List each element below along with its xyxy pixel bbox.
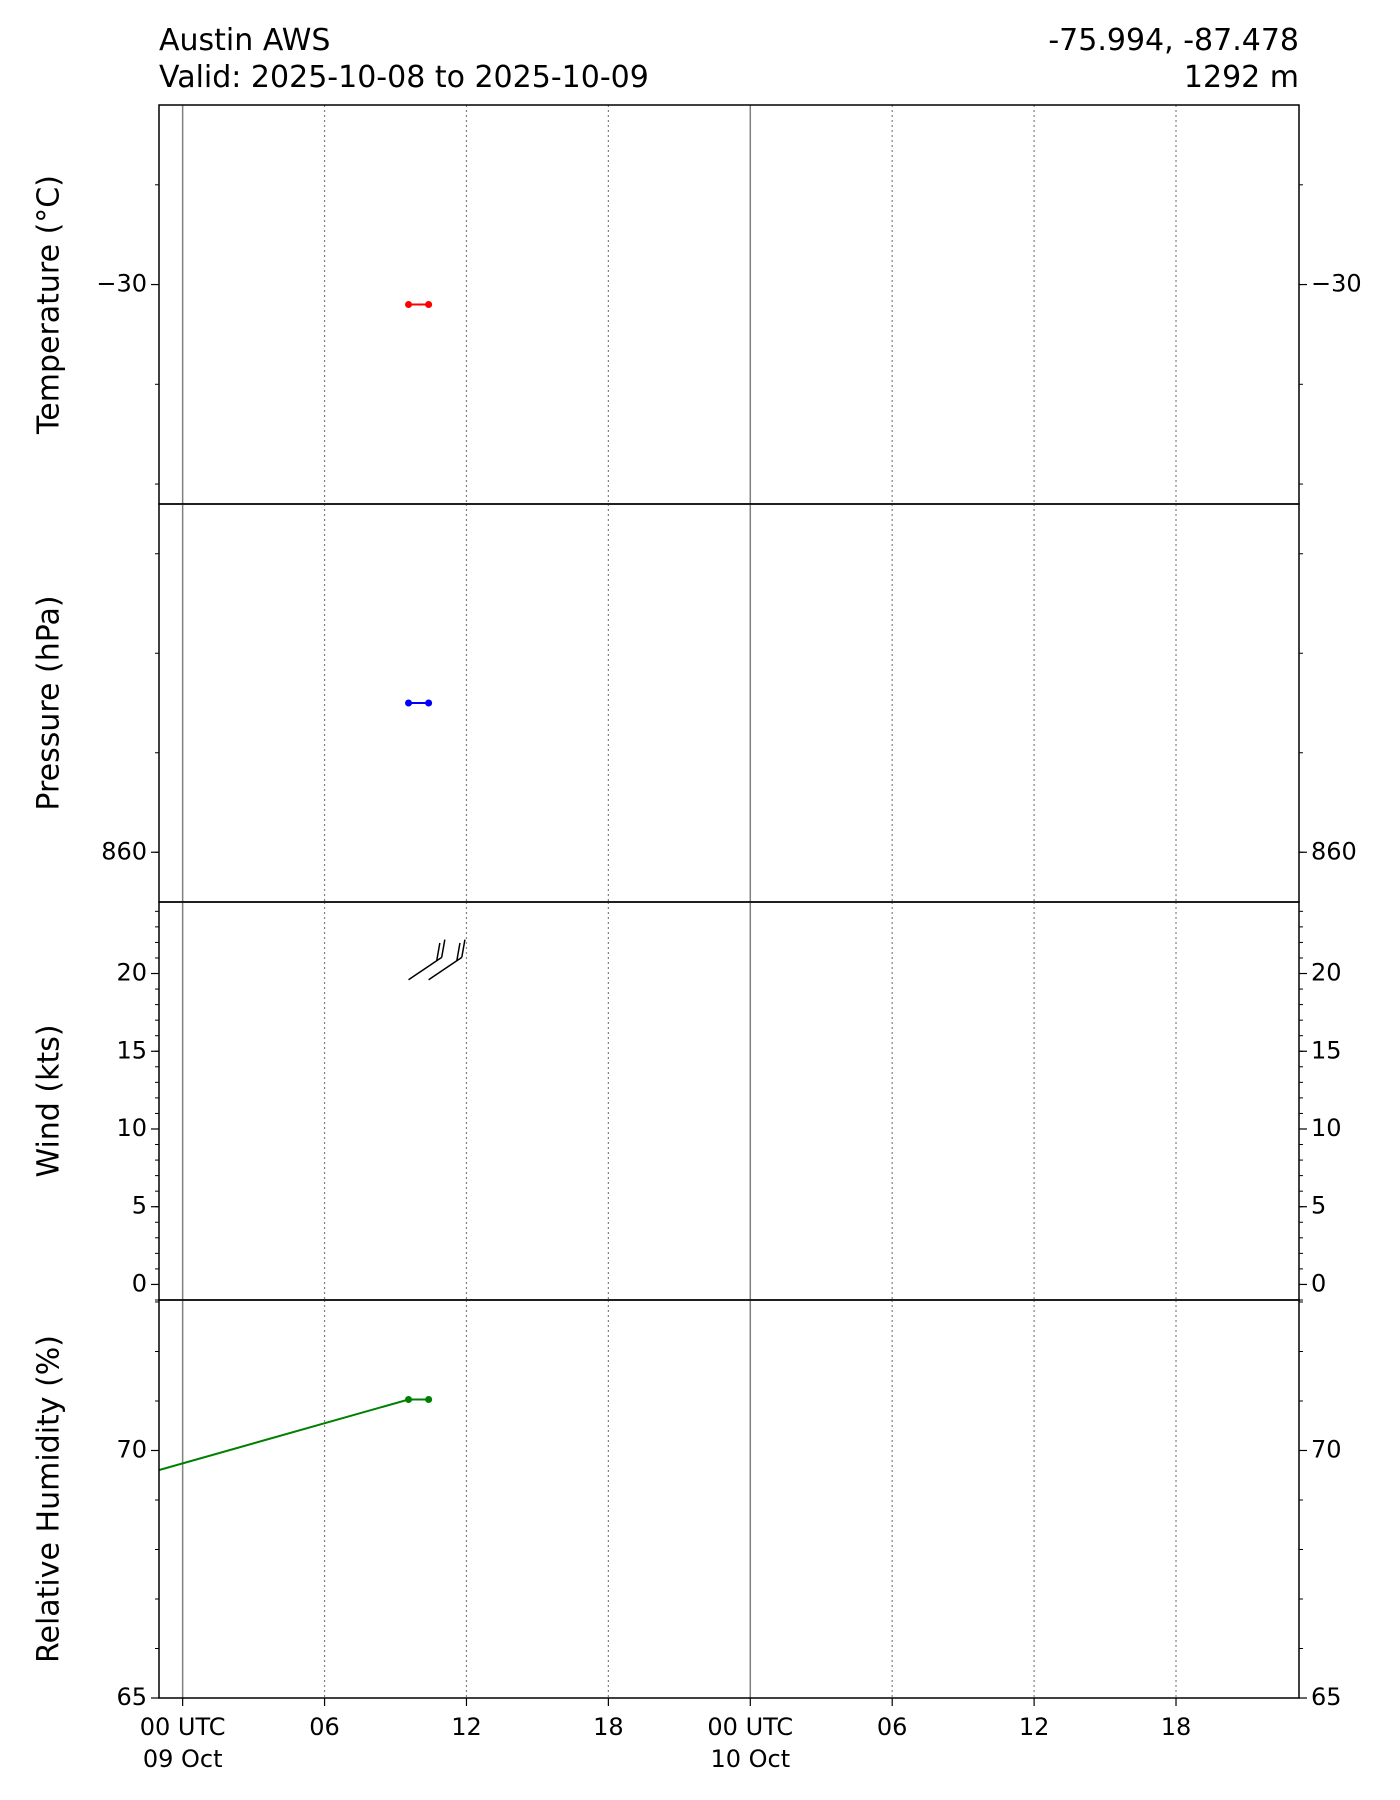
- x-tick-label: 06: [309, 1713, 340, 1741]
- y-tick-label: 70: [116, 1435, 147, 1463]
- plot-area: [408, 939, 466, 981]
- y-axis-label: Pressure (hPa): [32, 595, 67, 810]
- subtitle: Valid: 2025-10-08 to 2025-10-09: [159, 60, 649, 95]
- y-tick-label: 5: [132, 1192, 147, 1220]
- y-tick-label-right: 65: [1311, 1683, 1342, 1711]
- x-tick-label: 18: [1161, 1713, 1192, 1741]
- y-tick-label-right: −30: [1311, 270, 1362, 298]
- y-tick-label: 860: [101, 837, 147, 865]
- point: [405, 301, 413, 308]
- wind-barb: [408, 939, 446, 981]
- line: [159, 1398, 429, 1472]
- y-tick-label-right: 15: [1311, 1036, 1342, 1064]
- plot-area: [132, 1396, 433, 1480]
- y-axis-label: Temperature (°C): [32, 175, 67, 435]
- point: [425, 301, 433, 308]
- y-tick-label: 10: [116, 1114, 147, 1142]
- y-tick-label: −30: [96, 270, 147, 298]
- y-tick-label: 0: [132, 1269, 147, 1297]
- y-tick-label-right: 10: [1311, 1114, 1342, 1142]
- y-axis-label: Relative Humidity (%): [32, 1335, 67, 1663]
- x-tick-label: 00 UTC 10 Oct: [707, 1713, 793, 1773]
- x-tick-label: 00 UTC 09 Oct: [140, 1713, 226, 1773]
- title: Austin AWS: [159, 23, 330, 58]
- x-tick-label: 06: [877, 1713, 908, 1741]
- plot-area: [405, 301, 433, 308]
- point: [405, 699, 413, 707]
- x-tick-label: 12: [451, 1713, 482, 1741]
- y-tick-label: 15: [116, 1036, 147, 1064]
- y-tick-label-right: 20: [1311, 959, 1342, 987]
- y-tick-label: 20: [116, 959, 147, 987]
- elevation: 1292 m: [1184, 60, 1299, 95]
- location: -75.994, -87.478: [1048, 23, 1299, 58]
- point: [405, 1396, 413, 1403]
- y-tick-label-right: 70: [1311, 1435, 1342, 1463]
- y-tick-label-right: 5: [1311, 1192, 1326, 1220]
- y-axis-label: Wind (kts): [32, 1024, 67, 1177]
- x-tick-label: 18: [593, 1713, 624, 1741]
- panel-frame: [158, 104, 1300, 505]
- point: [425, 699, 433, 707]
- point: [425, 1396, 433, 1403]
- y-tick-label-right: 860: [1311, 837, 1357, 865]
- wind-barb: [428, 939, 466, 981]
- y-tick-label: 65: [116, 1683, 147, 1711]
- y-tick-label-right: 0: [1311, 1269, 1326, 1297]
- plot-area: [405, 699, 433, 707]
- panel-frame: [158, 901, 1300, 1301]
- panel-frame: [158, 503, 1300, 903]
- point: [132, 1473, 139, 1480]
- x-tick-label: 12: [1019, 1713, 1050, 1741]
- panel-frame: [158, 1299, 1300, 1699]
